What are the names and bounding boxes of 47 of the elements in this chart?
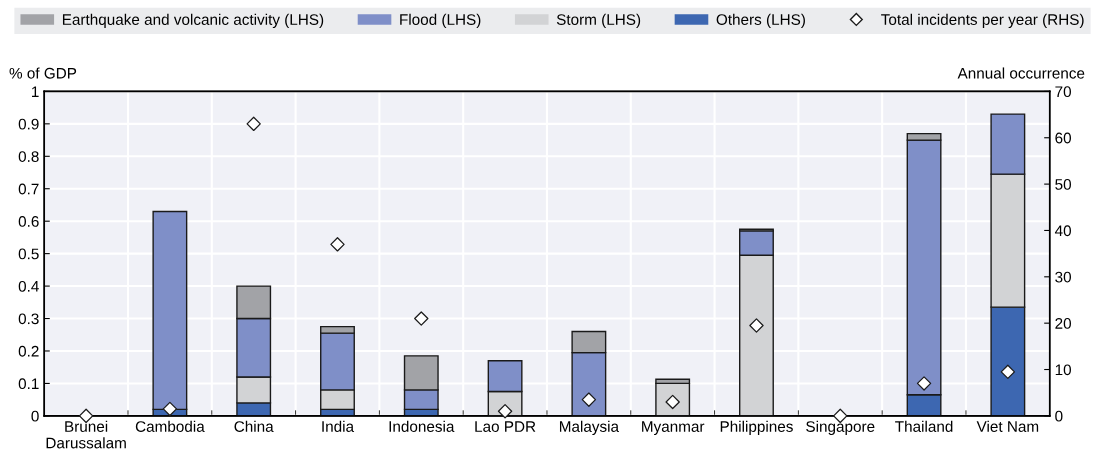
point (414, 311, 429, 326)
y2-tick-label: 40 (1054, 225, 1072, 237)
legend-label: Storm (LHS) (556, 13, 641, 28)
y-tick-label: 0.7 (18, 183, 39, 195)
y-tick-label: 1 (32, 86, 39, 97)
point (916, 376, 932, 391)
y-tick-label: 0.9 (18, 118, 39, 130)
legend-label: Earthquake and volcanic activity (LHS) (62, 13, 324, 28)
y2-tick-label: 10 (1055, 364, 1072, 376)
point (246, 116, 261, 132)
point (497, 404, 513, 419)
y2-tick-label: 30 (1055, 271, 1072, 283)
y-tick-label: 0.4 (18, 280, 39, 292)
y2-tick-label: 0 (1055, 410, 1063, 422)
y-tick-label: 0.5 (18, 248, 39, 260)
legend-label: Total incidents per year (RHS) (881, 13, 1084, 28)
x-tick-label: Thailand (895, 420, 953, 432)
y2-axis-title: Annual occurrence (957, 67, 1085, 79)
y-tick-label: 0.3 (18, 313, 39, 325)
point (749, 318, 764, 333)
point (1000, 364, 1016, 380)
y-tick-label: 0.6 (18, 216, 39, 227)
y2-tick-label: 50 (1055, 178, 1072, 190)
x-tick-label: Philippines (720, 420, 793, 435)
point (581, 392, 597, 407)
y-tick-label: 0 (31, 410, 39, 422)
x-tick-label: Singapore (806, 420, 875, 435)
x-tick-label: Viet Nam (976, 420, 1039, 432)
y2-tick-label: 60 (1055, 132, 1072, 144)
x-tick-label: Malaysia (559, 420, 620, 435)
x-tick-label: China (234, 420, 274, 432)
y-tick-label: 0.8 (18, 151, 39, 162)
point (162, 401, 178, 417)
y-tick-label: 0.1 (18, 378, 39, 390)
x-tick-label: Cambodia (135, 420, 205, 432)
x-tick-label: Lao PDR (475, 421, 536, 432)
x-tick-label: Brunei Darussalam (46, 420, 126, 449)
x-tick-label: Indonesia (389, 420, 455, 432)
x-tick-label: Myanmar (642, 421, 705, 435)
y2-tick-label: 70 (1055, 86, 1072, 98)
legend-label: Flood (LHS) (400, 13, 481, 28)
x-tick-label: India (322, 420, 355, 432)
y-tick-label: 0.2 (18, 345, 39, 357)
y-axis-title: % of GDP (9, 67, 77, 79)
y2-tick-label: 20 (1055, 318, 1072, 329)
point (330, 237, 345, 252)
legend-label: Others (LHS) (716, 13, 805, 28)
